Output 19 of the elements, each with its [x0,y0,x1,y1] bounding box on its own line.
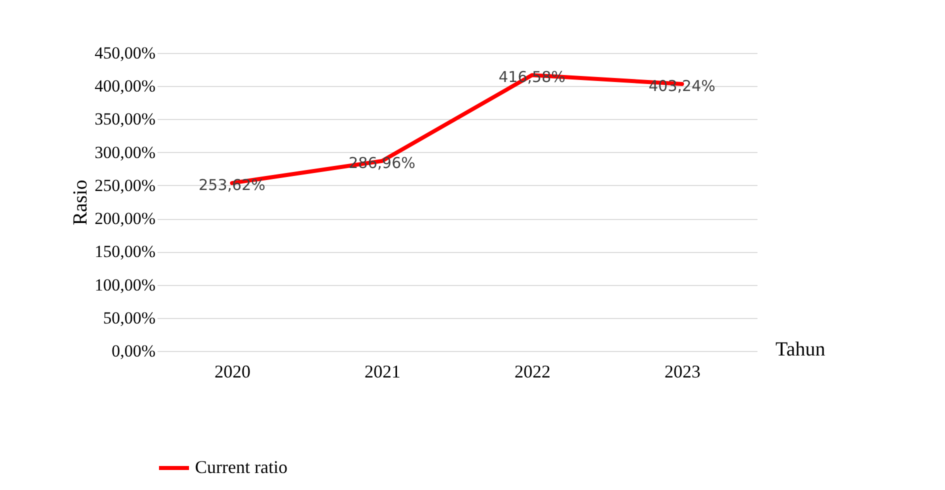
y-tick-label: 400,00% [94,76,156,96]
data-label: 403,24% [648,76,716,95]
legend-label: Current ratio [195,457,288,477]
x-tick-label: 2020 [214,362,250,382]
y-tick-label: 250,00% [94,176,156,195]
y-tick-label: 100,00% [94,275,156,294]
x-tick-label: 2022 [514,362,550,382]
data-label: 253,62% [198,176,266,194]
x-tick-label: 2021 [364,362,400,382]
y-tick-label: 300,00% [94,142,156,162]
y-tick-label: 200,00% [94,209,156,228]
x-tick-label: 2023 [664,362,700,382]
y-tick-label: 150,00% [94,242,156,262]
y-tick-label: 450,00% [94,44,156,62]
y-tick-label: 0,00% [112,342,156,360]
y-tick-label: 50,00% [103,308,156,328]
y-tick-label: 350,00% [94,110,156,129]
x-axis-title: Tahun [776,338,826,360]
y-axis-title: Rasio [70,180,92,226]
